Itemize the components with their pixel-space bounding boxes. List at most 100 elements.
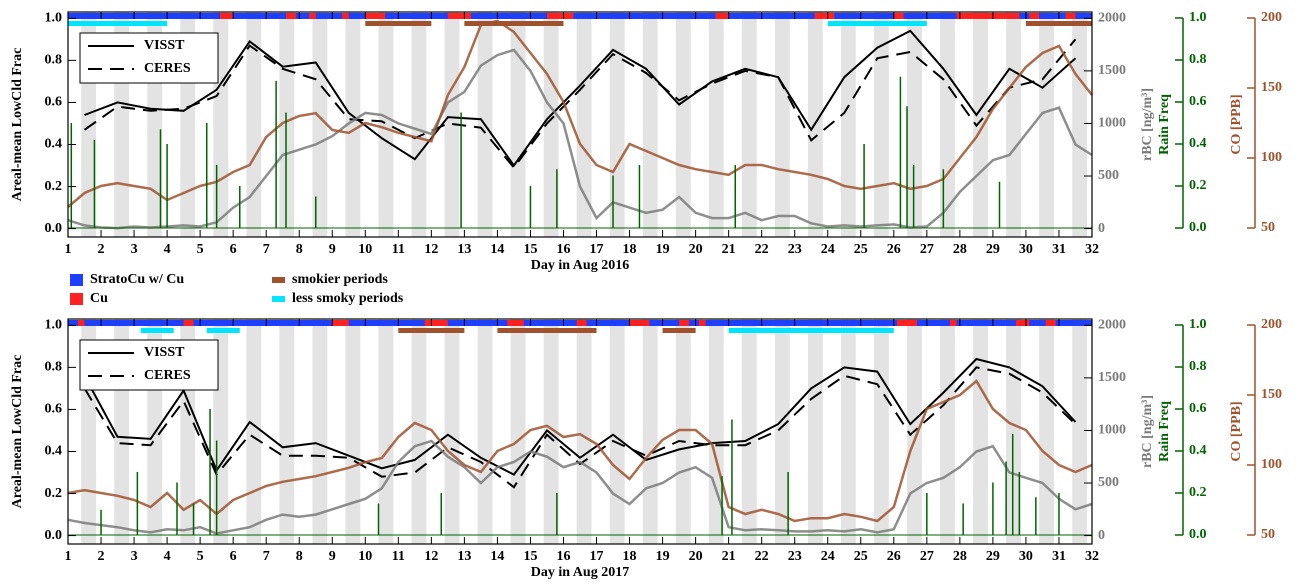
- x-tick-label: 19: [656, 549, 670, 564]
- cloud-type-span: [715, 13, 729, 19]
- y-tick-label: 0.0: [45, 528, 63, 543]
- y4-tick-label: 50: [1261, 527, 1275, 542]
- y4-tick-label: 200: [1261, 10, 1282, 25]
- cloud-type-span: [332, 320, 349, 326]
- cloud-type-span: [629, 320, 650, 326]
- x-tick-label: 9: [329, 549, 336, 564]
- night-band: [973, 319, 988, 544]
- cloud-type-span: [1065, 13, 1076, 19]
- night-band: [1072, 319, 1088, 544]
- x-tick-label: 10: [358, 549, 372, 564]
- y3-tick-label: 0.6: [1189, 401, 1207, 416]
- y2-tick-label: 0: [1098, 221, 1105, 236]
- x-tick-label: 15: [523, 549, 537, 564]
- cloud-type-span: [956, 13, 1020, 19]
- y2-tick-label: 500: [1098, 475, 1119, 490]
- smoke-period-span: [398, 328, 465, 333]
- aux-line: [67, 379, 1093, 523]
- x-tick-label: 32: [1085, 549, 1099, 564]
- night-band: [873, 12, 889, 237]
- x-axis-title: Day in Aug 2016: [531, 258, 629, 273]
- y-tick-label: 0.2: [45, 179, 63, 194]
- smoke-period-span: [662, 328, 696, 333]
- y3-tick-label: 0.0: [1189, 220, 1207, 235]
- y-tick-label: 0.8: [45, 360, 63, 375]
- x-tick-label: 12: [424, 549, 438, 564]
- x-tick-label: 5: [197, 242, 204, 257]
- night-band: [973, 12, 988, 237]
- x-tick-label: 14: [490, 242, 504, 257]
- x-axis-title: Day in Aug 2017: [531, 565, 629, 580]
- strip-legend-label: less smoky periods: [292, 291, 404, 306]
- y2-tick-label: 2000: [1098, 11, 1126, 26]
- night-band: [907, 12, 922, 237]
- night-band: [741, 319, 757, 544]
- cloud-type-span: [897, 320, 917, 326]
- cloud-type-span: [219, 13, 234, 19]
- smoke-period-span: [365, 21, 432, 26]
- x-tick-label: 25: [854, 242, 868, 257]
- y3-tick-label: 1.0: [1189, 317, 1207, 332]
- x-tick-label: 21: [722, 549, 736, 564]
- x-tick-label: 20: [689, 549, 703, 564]
- y-tick-label: 0.8: [45, 53, 63, 68]
- y-tick-label: 0.6: [45, 95, 63, 110]
- y4-tick-label: 100: [1261, 457, 1282, 472]
- x-tick-label: 29: [986, 242, 1000, 257]
- x-tick-label: 29: [986, 549, 1000, 564]
- x-tick-label: 3: [131, 242, 138, 257]
- strip-legend-label: StratoCu w/ Cu: [90, 272, 184, 287]
- x-tick-label: 12: [424, 242, 438, 257]
- cloud-type-span: [365, 13, 386, 19]
- x-tick-label: 27: [920, 549, 934, 564]
- x-tick-label: 17: [590, 549, 604, 564]
- x-tick-label: 7: [263, 242, 270, 257]
- y-tick-label: 1.0: [45, 11, 63, 26]
- y-axis-title: Areal-mean LowCld Frac: [10, 355, 25, 509]
- cloud-type-span: [342, 13, 349, 19]
- cloud-type-span: [1029, 13, 1040, 19]
- cloud-type-span: [424, 320, 448, 326]
- legend-label: VISST: [144, 345, 185, 360]
- x-tick-label: 3: [131, 549, 138, 564]
- night-band: [940, 319, 955, 544]
- night-band: [444, 319, 460, 544]
- cloud-type-span: [546, 13, 574, 19]
- night-band: [411, 319, 427, 544]
- night-band: [411, 12, 427, 237]
- x-tick-label: 13: [457, 242, 471, 257]
- x-tick-label: 32: [1085, 242, 1099, 257]
- cloud-type-span: [286, 13, 296, 19]
- x-tick-label: 30: [1019, 549, 1033, 564]
- strip-legend-label: smokier periods: [292, 272, 388, 287]
- strip-legend-swatch: [70, 293, 83, 305]
- y4-tick-label: 50: [1261, 220, 1275, 235]
- y-tick-label: 0.6: [45, 402, 63, 417]
- x-tick-label: 7: [263, 549, 270, 564]
- y3-tick-label: 0.4: [1189, 443, 1207, 458]
- x-tick-label: 26: [887, 549, 901, 564]
- smoke-period-span: [464, 21, 564, 26]
- y-tick-label: 1.0: [45, 318, 63, 333]
- x-tick-label: 4: [164, 549, 171, 564]
- cloud-type-span: [77, 320, 85, 326]
- x-tick-label: 27: [920, 242, 934, 257]
- x-tick-label: 8: [296, 549, 303, 564]
- y3-tick-label: 0.2: [1189, 178, 1207, 193]
- x-tick-label: 19: [656, 242, 670, 257]
- night-band: [444, 12, 460, 237]
- y4-axis-title: CO [PPB]: [1229, 94, 1244, 154]
- night-band: [477, 319, 493, 544]
- cloud-type-span: [893, 13, 904, 19]
- x-tick-label: 2: [98, 549, 105, 564]
- x-tick-label: 9: [329, 242, 336, 257]
- y3-tick-label: 1.0: [1189, 10, 1207, 25]
- cloud-type-span: [68, 13, 1092, 19]
- night-band: [246, 319, 262, 544]
- x-tick-label: 16: [556, 242, 570, 257]
- x-tick-label: 26: [887, 242, 901, 257]
- cloud-fraction-line: [83, 366, 1077, 489]
- night-band: [741, 12, 757, 237]
- night-band: [279, 319, 295, 544]
- y4-tick-label: 150: [1261, 80, 1282, 95]
